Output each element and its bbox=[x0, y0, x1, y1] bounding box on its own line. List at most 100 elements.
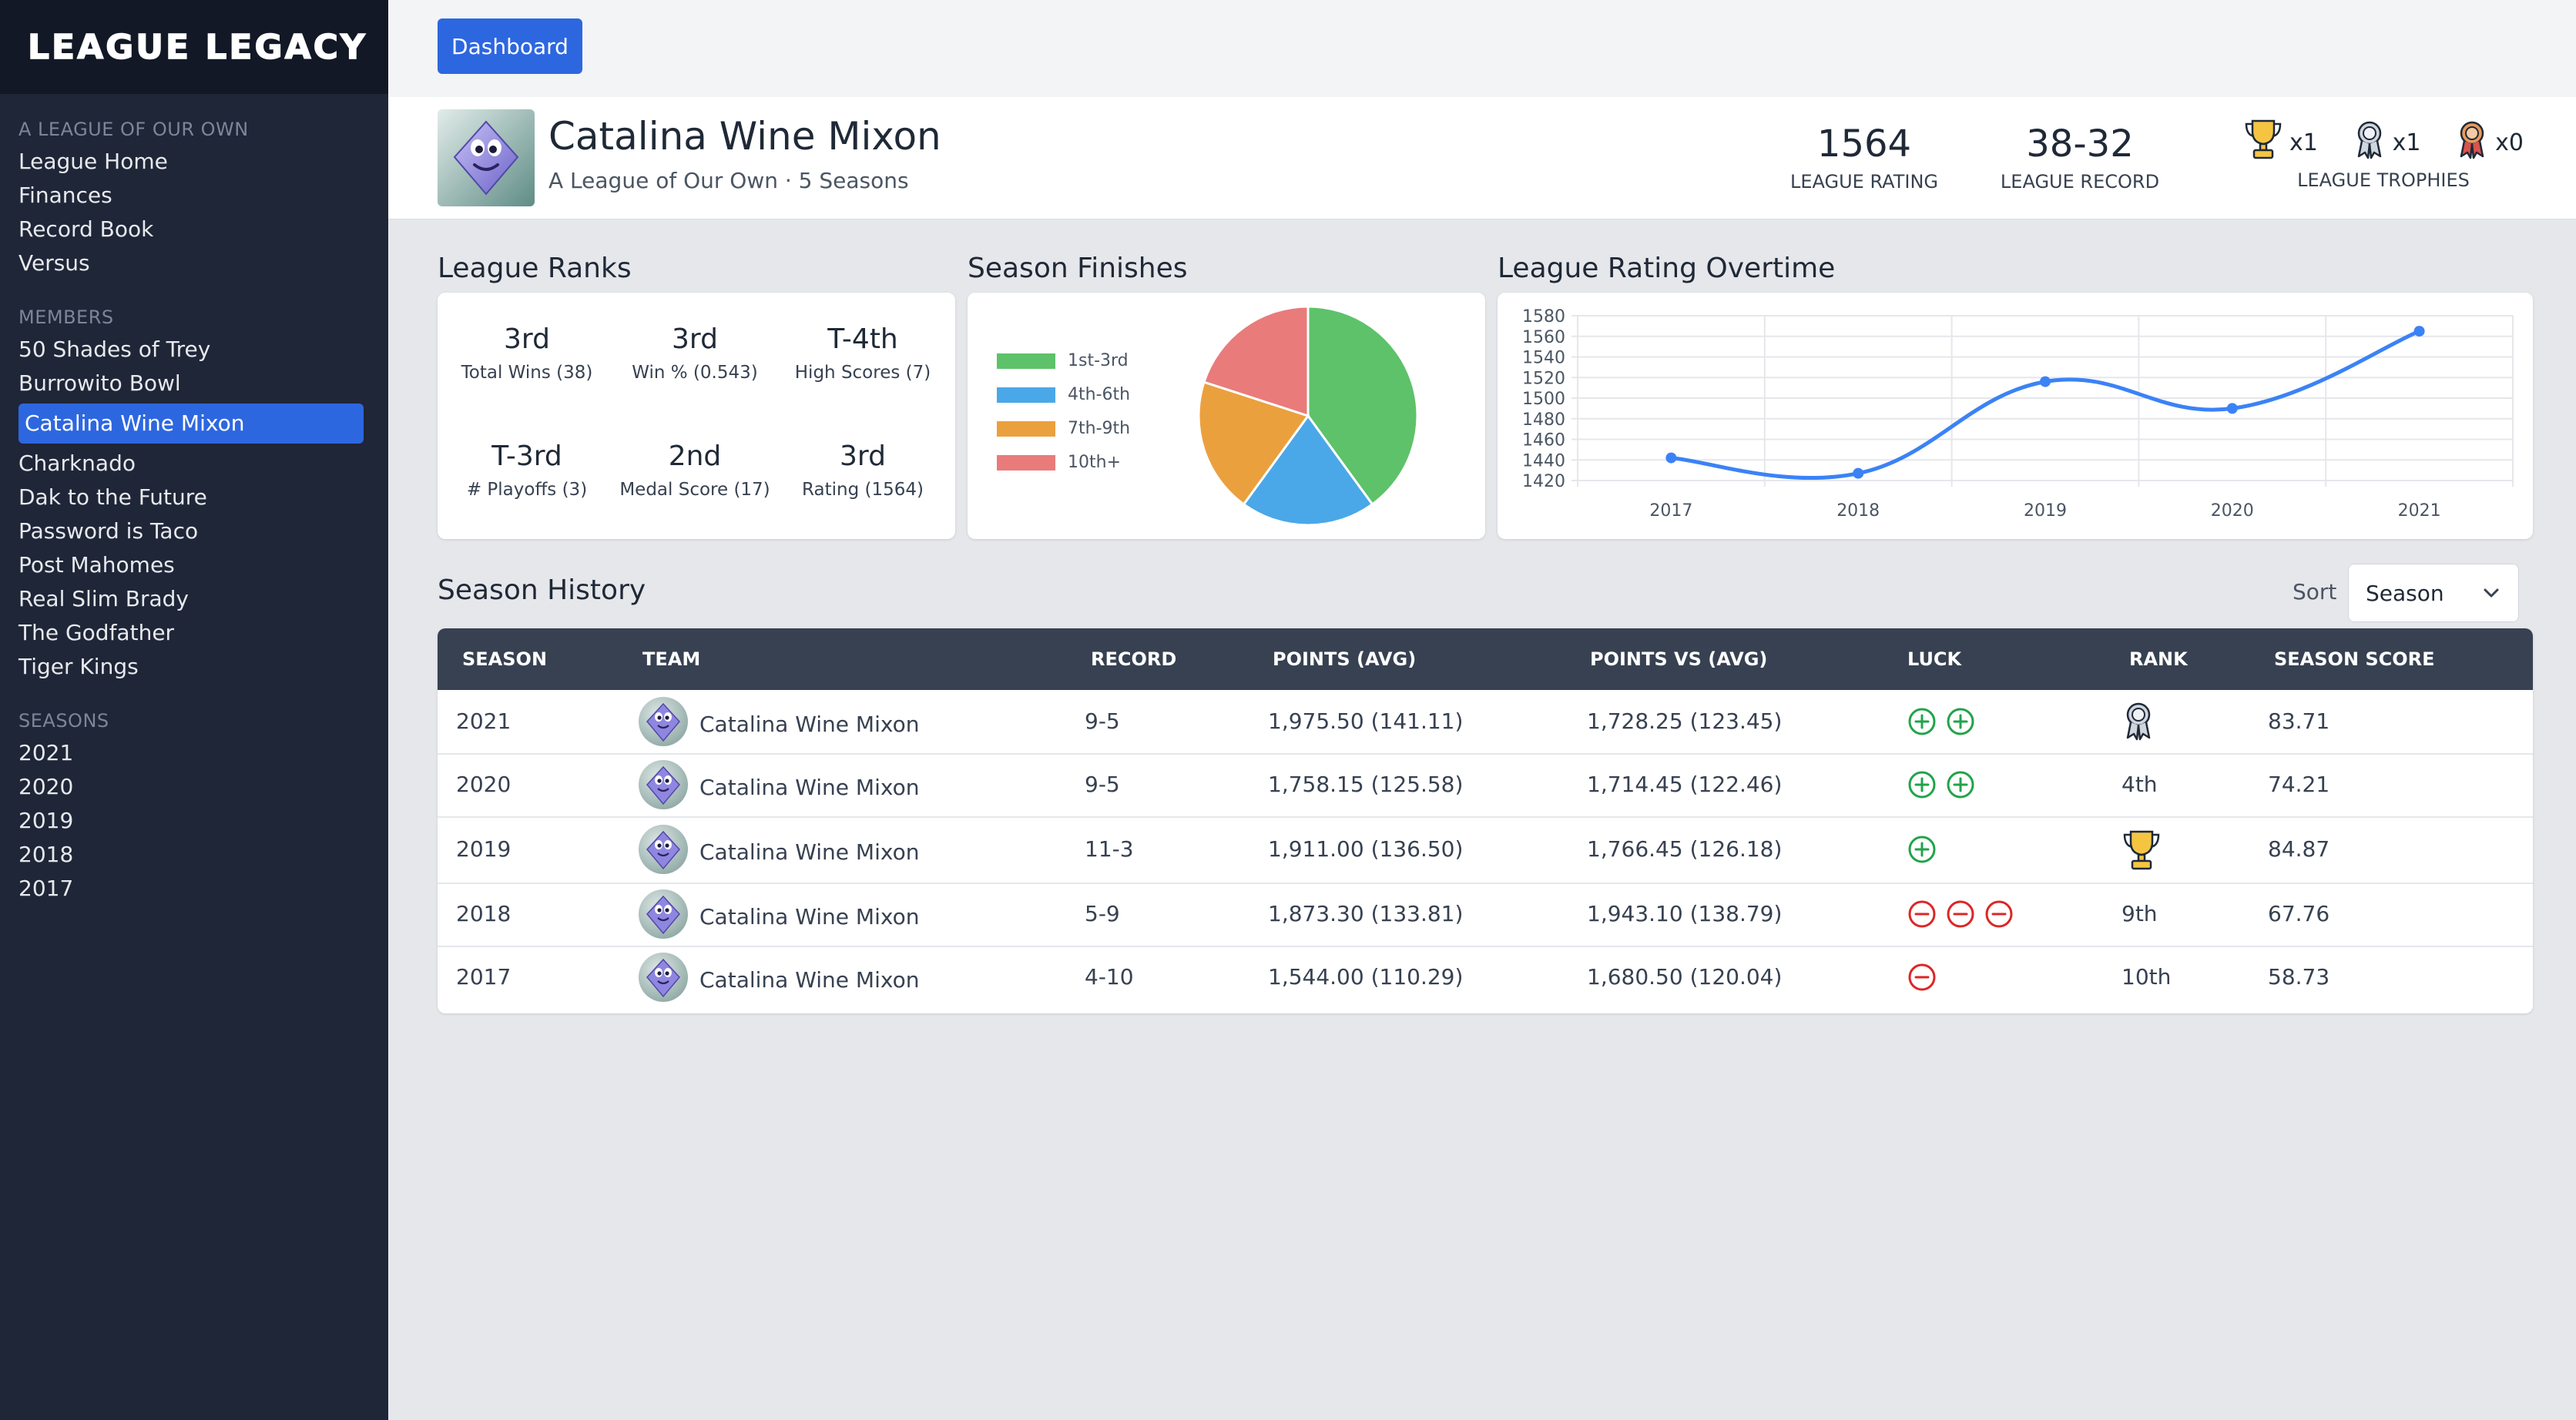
table-row[interactable]: 2019 Catalina Wine Mixon 11-3 1,911.00 (136… bbox=[438, 816, 2533, 884]
rating-point-2021[interactable] bbox=[2413, 326, 2425, 337]
pie-slice-10th[interactable] bbox=[1202, 305, 1310, 418]
column-header-points-vs-avg[interactable]: Points Vs (Avg) bbox=[1590, 648, 1768, 670]
rank-label: Total Wins (38) bbox=[461, 363, 593, 383]
legend-swatch bbox=[997, 353, 1055, 369]
column-header-season-score[interactable]: Season Score bbox=[2274, 648, 2435, 670]
sidebar-item-charknado[interactable]: Charknado bbox=[18, 450, 136, 476]
sort-label: Sort bbox=[2293, 579, 2337, 605]
sidebar-item-2021[interactable]: 2021 bbox=[18, 740, 74, 765]
luck-cell bbox=[1907, 963, 1937, 995]
record-cell: 5-9 bbox=[1085, 901, 1120, 926]
sidebar-item-2018[interactable]: 2018 bbox=[18, 842, 74, 867]
sidebar-item-50-shades-of-trey[interactable]: 50 Shades of Trey bbox=[18, 337, 211, 362]
rank-rating-1564: 3rd Rating (1564) bbox=[778, 440, 948, 500]
silver-medal-icon bbox=[2353, 119, 2386, 166]
record-cell: 11-3 bbox=[1085, 836, 1134, 862]
column-header-luck[interactable]: Luck bbox=[1907, 648, 1962, 670]
rank-value: 3rd bbox=[504, 323, 550, 355]
points-cell: 1,975.50 (141.11) bbox=[1268, 708, 1464, 734]
season-cell: 2018 bbox=[456, 901, 512, 926]
rating-line bbox=[1671, 329, 2420, 480]
table-row[interactable]: 2018 Catalina Wine Mixon 5-9 1,873.30 (133.… bbox=[438, 882, 2533, 947]
sidebar-item-2019[interactable]: 2019 bbox=[18, 808, 74, 833]
dashboard-button[interactable]: Dashboard bbox=[438, 18, 582, 74]
legend-label: 7th-9th bbox=[1068, 419, 1131, 438]
y-tick-label: 1560 bbox=[1522, 328, 1565, 347]
gold-trophy-value: x1 bbox=[2289, 129, 2318, 156]
sidebar-item-tiger-kings[interactable]: Tiger Kings bbox=[18, 654, 139, 679]
team-name: Catalina Wine Mixon bbox=[548, 114, 941, 159]
luck-plus-icon bbox=[1907, 707, 1937, 739]
rating-point-2018[interactable] bbox=[1853, 467, 1864, 479]
bronze-medal-icon bbox=[2455, 119, 2489, 166]
sidebar-item-finances[interactable]: Finances bbox=[18, 183, 112, 208]
sort-select[interactable]: Season bbox=[2348, 564, 2519, 622]
x-tick-label: 2017 bbox=[1649, 501, 1692, 521]
points-vs-cell: 1,943.10 (138.79) bbox=[1587, 901, 1783, 926]
points-cell: 1,911.00 (136.50) bbox=[1268, 836, 1464, 862]
team-avatar-small bbox=[638, 759, 689, 815]
silver-medal-count: x1 bbox=[2353, 119, 2420, 166]
sidebar-item-league-home[interactable]: League Home bbox=[18, 149, 168, 174]
points-vs-cell: 1,714.45 (122.46) bbox=[1587, 772, 1783, 797]
rank-value: T-3rd bbox=[491, 440, 562, 472]
rating-point-2019[interactable] bbox=[2040, 376, 2051, 387]
table-row[interactable]: 2017 Catalina Wine Mixon 4-10 1,544.00 (110… bbox=[438, 946, 2533, 1009]
rank-value: 3rd bbox=[840, 440, 886, 472]
team-avatar-small bbox=[638, 952, 689, 1008]
legend-item-1st-3rd: 1st-3rd bbox=[997, 351, 1129, 370]
league-record-label: League Record bbox=[2000, 171, 2160, 193]
table-row[interactable]: 2021 Catalina Wine Mixon 9-5 1,975.50 (141.… bbox=[438, 690, 2533, 755]
luck-minus-icon bbox=[1907, 899, 1937, 932]
rank-label: Win % (0.543) bbox=[632, 363, 758, 383]
column-header-season[interactable]: Season bbox=[462, 648, 548, 670]
season-score-cell: 84.87 bbox=[2268, 836, 2330, 862]
y-tick-label: 1420 bbox=[1522, 472, 1565, 491]
pie-slice-4th-6th[interactable] bbox=[1242, 414, 1374, 527]
rating-point-2020[interactable] bbox=[2226, 403, 2238, 414]
rank-value: 2nd bbox=[668, 440, 722, 472]
team-cell[interactable]: Catalina Wine Mixon bbox=[638, 824, 919, 880]
brand-logo[interactable]: League Legacy bbox=[0, 0, 388, 94]
column-header-record[interactable]: Record bbox=[1091, 648, 1177, 670]
sidebar-item-burrowito-bowl[interactable]: Burrowito Bowl bbox=[18, 370, 181, 396]
sidebar-item-record-book[interactable]: Record Book bbox=[18, 216, 154, 242]
team-avatar bbox=[438, 109, 535, 206]
sidebar-item-the-godfather[interactable]: The Godfather bbox=[18, 620, 175, 645]
rank-label: Rating (1564) bbox=[802, 480, 924, 500]
team-cell[interactable]: Catalina Wine Mixon bbox=[638, 696, 919, 752]
column-header-rank[interactable]: Rank bbox=[2129, 648, 2188, 670]
luck-minus-icon bbox=[1984, 899, 2014, 932]
team-avatar-small bbox=[638, 889, 689, 945]
team-cell[interactable]: Catalina Wine Mixon bbox=[638, 952, 919, 1008]
sidebar-item-2020[interactable]: 2020 bbox=[18, 774, 74, 799]
sidebar-item-post-mahomes[interactable]: Post Mahomes bbox=[18, 552, 175, 578]
team-cell[interactable]: Catalina Wine Mixon bbox=[638, 889, 919, 945]
sidebar-item-catalina-wine-mixon[interactable]: Catalina Wine Mixon bbox=[18, 404, 364, 444]
season-cell: 2017 bbox=[456, 964, 512, 990]
table-row[interactable]: 2020 Catalina Wine Mixon 9-5 1,758.15 (125.… bbox=[438, 753, 2533, 818]
column-header-team[interactable]: Team bbox=[642, 648, 701, 670]
sidebar-item-2017[interactable]: 2017 bbox=[18, 876, 74, 901]
luck-cell bbox=[1907, 899, 2014, 932]
sidebar-item-dak-to-the-future[interactable]: Dak to the Future bbox=[18, 484, 207, 510]
points-vs-cell: 1,680.50 (120.04) bbox=[1587, 964, 1783, 990]
luck-cell bbox=[1907, 770, 1975, 802]
pie-slice-7th-9th[interactable] bbox=[1197, 380, 1310, 506]
sidebar-nav: A League of Our Own League Home Finances Re… bbox=[0, 119, 388, 906]
team-cell[interactable]: Catalina Wine Mixon bbox=[638, 759, 919, 815]
table-header: Season Team Record Points (Avg) Points Vs (A… bbox=[438, 628, 2533, 690]
rank-cell: 9th bbox=[2122, 901, 2158, 926]
sidebar-item-password-is-taco[interactable]: Password is Taco bbox=[18, 518, 199, 544]
chevron-down-icon bbox=[2481, 583, 2501, 608]
season-finishes-card: 1st-3rd 4th-6th 7th-9th 10th+ bbox=[968, 293, 1485, 539]
sidebar-item-real-slim-brady[interactable]: Real Slim Brady bbox=[18, 586, 189, 611]
column-header-points-avg[interactable]: Points (Avg) bbox=[1273, 648, 1417, 670]
rank-high-scores-7: T-4th High Scores (7) bbox=[778, 323, 948, 383]
y-tick-label: 1540 bbox=[1522, 349, 1565, 368]
pie-slice-1st-3rd[interactable] bbox=[1306, 305, 1419, 506]
sidebar-item-versus[interactable]: Versus bbox=[18, 250, 90, 276]
rating-point-2017[interactable] bbox=[1665, 452, 1677, 464]
league-rating-stat: 1564 League Rating bbox=[1784, 120, 1944, 193]
